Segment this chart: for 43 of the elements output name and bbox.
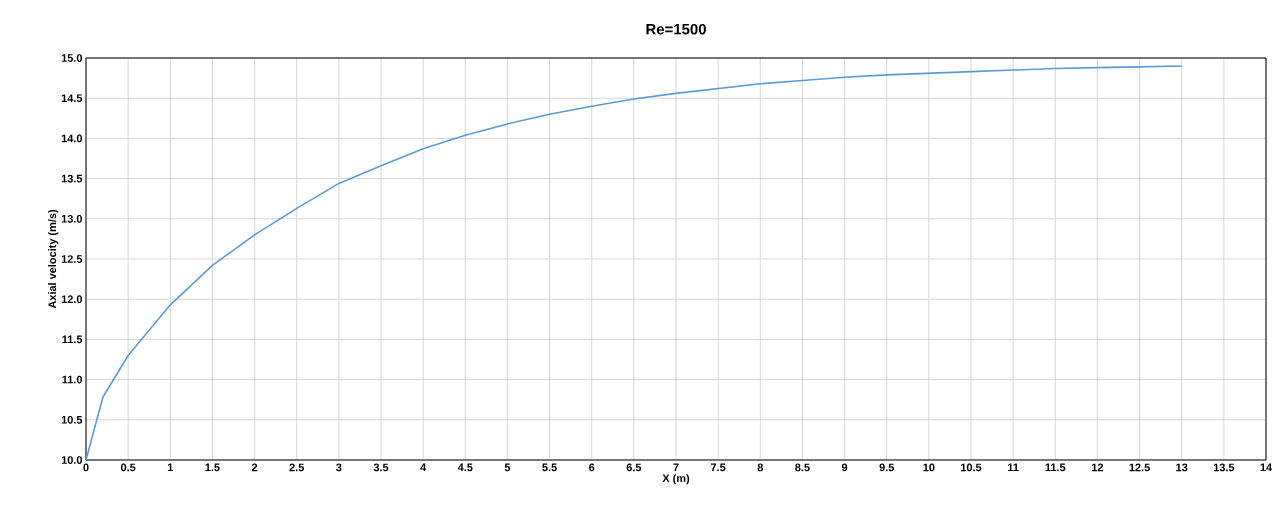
x-tick-label: 10.5 — [961, 463, 982, 472]
y-tick-label: 11.0 — [62, 375, 83, 384]
x-tick-label: 4 — [420, 463, 427, 472]
x-tick-label: 5.5 — [542, 463, 557, 472]
x-tick-label: 6 — [589, 463, 595, 472]
x-tick-label: 3 — [336, 463, 342, 472]
y-tick-label: 12.0 — [61, 295, 83, 304]
x-tick-label: 4.5 — [457, 463, 473, 472]
x-tick-label: 3.5 — [373, 463, 389, 472]
x-tick-label: 1 — [167, 463, 174, 472]
x-tick-label: 9.5 — [879, 463, 895, 472]
x-tick-label: 12.5 — [1129, 463, 1150, 472]
x-tick-label: 11 — [1008, 463, 1019, 472]
x-tick-label: 14 — [1260, 463, 1273, 472]
y-tick-label: 10.0 — [61, 456, 83, 464]
x-tick-label: 9 — [841, 463, 848, 472]
x-tick-label: 7.5 — [711, 463, 726, 472]
y-tick-label: 11.5 — [62, 335, 83, 344]
x-tick-label: 1.5 — [205, 463, 220, 472]
x-tick-label: 8 — [757, 463, 763, 472]
y-tick-label: 10.5 — [61, 415, 83, 424]
x-tick-label: 10 — [923, 463, 935, 472]
x-tick-label: 0 — [83, 463, 89, 472]
y-tick-label: 14.5 — [61, 94, 83, 103]
y-tick-label: 14.0 — [61, 134, 83, 143]
x-tick-label: 8.5 — [795, 463, 810, 472]
x-tick-label: 13 — [1176, 463, 1188, 472]
x-tick-label: 6.5 — [626, 463, 642, 472]
x-tick-label: 11.5 — [1045, 463, 1066, 472]
y-tick-label: 12.5 — [61, 255, 83, 263]
chart-title: Re=1500 — [646, 23, 706, 35]
x-tick-label: 7 — [673, 463, 679, 472]
y-tick-label: 13.5 — [61, 174, 83, 183]
y-tick-label: 15.0 — [61, 54, 83, 62]
x-tick-label: 5 — [504, 463, 511, 472]
x-tick-label: 13.5 — [1213, 463, 1235, 472]
x-axis-title: X (m) — [662, 474, 690, 485]
y-axis-title: Axial velocity (m/s) — [48, 209, 59, 309]
y-tick-label: 13.0 — [61, 214, 83, 223]
x-tick-label: 2.5 — [289, 463, 305, 472]
x-tick-label: 12 — [1092, 463, 1104, 472]
x-tick-label: 2 — [251, 463, 258, 472]
x-tick-label: 0.5 — [120, 463, 136, 472]
